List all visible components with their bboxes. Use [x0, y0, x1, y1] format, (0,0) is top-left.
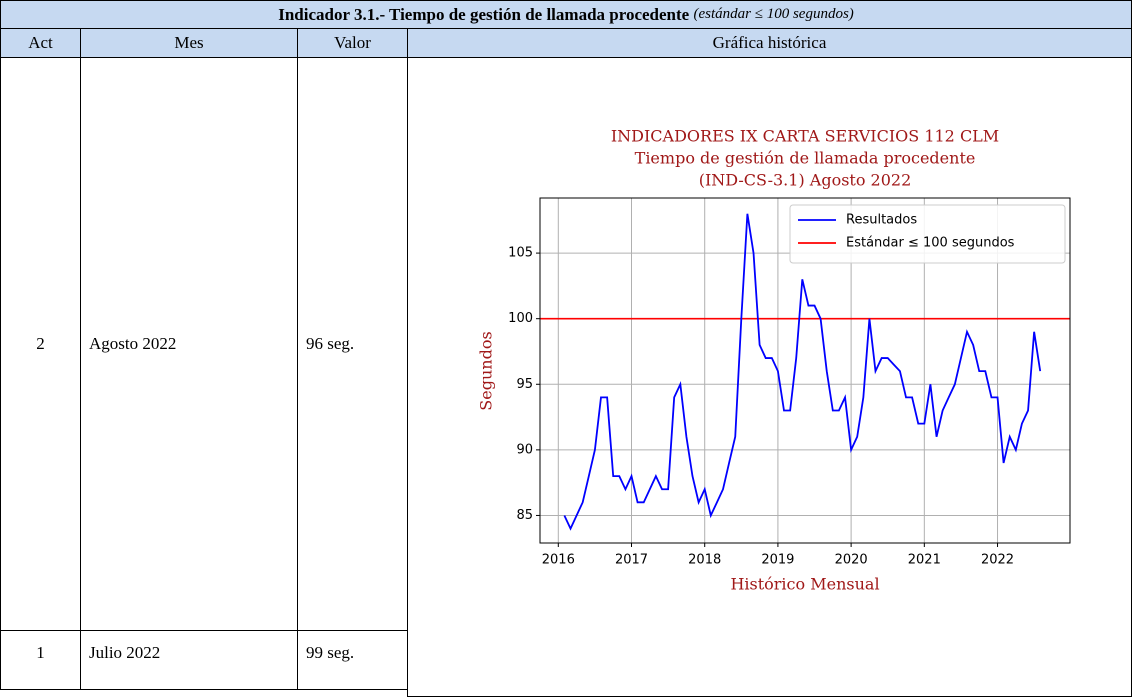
- y-tick-label: 85: [516, 508, 533, 523]
- plot-frame: [539, 197, 1071, 544]
- x-tick-label: 2020: [835, 553, 868, 568]
- legend-box: [789, 204, 1066, 264]
- line-series: [563, 213, 1042, 531]
- x-tick-label: 2022: [981, 553, 1014, 568]
- table-title: Indicador 3.1.- Tiempo de gestión de lla…: [0, 0, 1132, 29]
- chart-title: (IND-CS-3.1) Agosto 2022: [699, 171, 912, 190]
- chart-title: Tiempo de gestión de llamada procedente: [635, 149, 976, 168]
- y-tick-label: 90: [516, 442, 533, 457]
- y-tick-label: 100: [508, 311, 533, 326]
- subtitle: (estándar ≤ 100 segundos): [693, 6, 854, 22]
- chart-title: INDICADORES IX CARTA SERVICIOS 112 CLM: [611, 127, 999, 146]
- y-tick-label: 105: [508, 246, 533, 261]
- column-header: Gráfica histórica: [407, 28, 1132, 58]
- x-tick-label: 2017: [615, 553, 648, 568]
- x-tick-label: 2016: [542, 553, 575, 568]
- x-tick-label: 2019: [761, 553, 794, 568]
- column-header: Valor: [297, 28, 408, 58]
- title: Indicador 3.1.- Tiempo de gestión de lla…: [278, 4, 690, 24]
- legend-label: Estándar ≤ 100 segundos: [846, 236, 1015, 251]
- x-axis-label: Histórico Mensual: [730, 575, 879, 594]
- x-tick-label: 2018: [688, 553, 721, 568]
- chart: INDICADORES IX CARTA SERVICIOS 112 CLM Ti…: [477, 127, 1071, 594]
- y-axis-label: Segundos: [477, 331, 496, 410]
- y-tick-label: 95: [516, 377, 533, 392]
- legend-label: Resultados: [846, 213, 917, 228]
- x-tick-label: 2021: [908, 553, 941, 568]
